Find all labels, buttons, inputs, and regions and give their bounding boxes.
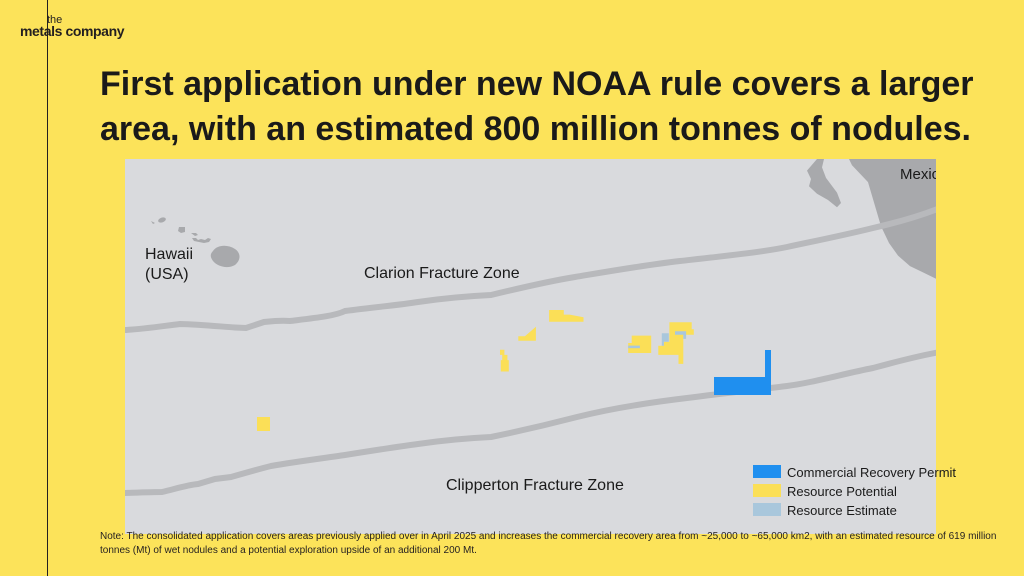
svg-text:Mexico: Mexico — [900, 166, 936, 183]
svg-text:Clipperton Fracture Zone: Clipperton Fracture Zone — [446, 477, 624, 494]
svg-text:Hawaii: Hawaii — [145, 246, 193, 263]
svg-text:(USA): (USA) — [145, 266, 189, 283]
svg-text:Clarion Fracture Zone: Clarion Fracture Zone — [364, 265, 520, 282]
